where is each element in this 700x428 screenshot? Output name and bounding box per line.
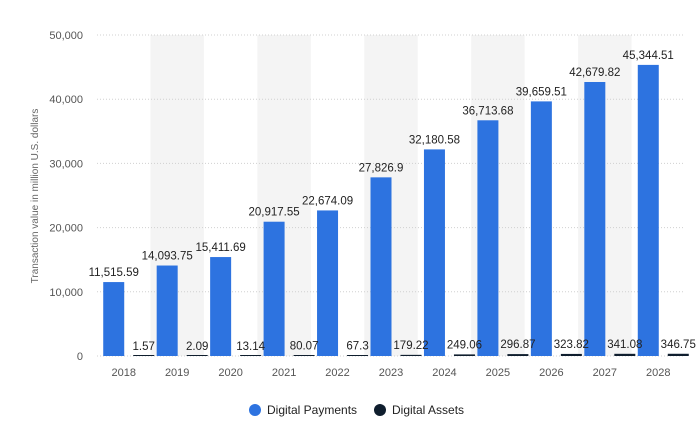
x-tick-label-2019: 2019 [165,367,189,379]
y-axis-title: Transaction value in million U.S. dollar… [30,109,41,284]
data-label-digital-payments-2023: 27,826.9 [359,162,404,174]
data-label-digital-assets-2027: 341.08 [607,339,642,351]
bar-digital-assets-2021 [293,355,315,356]
bar-digital-assets-2018 [133,355,155,356]
x-tick-label-2021: 2021 [272,367,296,379]
data-label-digital-payments-2028: 45,344.51 [623,50,674,62]
x-tick-label-2018: 2018 [111,367,135,379]
x-tick-label-2026: 2026 [539,367,563,379]
data-label-digital-payments-2022: 22,674.09 [302,195,353,207]
x-tick-label-2024: 2024 [432,367,456,379]
bar-digital-payments-2018 [103,282,125,356]
y-tick-label-20000: 20,000 [49,223,83,235]
bar-digital-payments-2022 [317,210,339,356]
data-label-digital-payments-2020: 15,411.69 [195,242,245,254]
data-label-digital-payments-2024: 32,180.58 [409,134,460,146]
bar-digital-payments-2019 [156,265,178,356]
x-tick-label-2023: 2023 [379,367,403,379]
data-label-digital-assets-2025: 296.87 [500,339,535,351]
data-labels: 11,515.59 1.57 14,093.75 2.09 15,411.69 13.14… [89,50,696,353]
bar-digital-payments-2021 [263,221,285,356]
bar-digital-assets-2022 [347,355,369,356]
bar-digital-assets-2027 [614,353,636,356]
data-label-digital-payments-2026: 39,659.51 [516,86,567,98]
y-tick-label-0: 0 [77,351,83,363]
x-axis-ticks: 2018 2019 2020 2021 2022 2023 2024 2025 2026 2027… [111,367,670,379]
data-label-digital-payments-2019: 14,093.75 [142,251,193,263]
bar-digital-assets-2028 [667,353,689,356]
legend-marker-digital-assets [374,404,386,416]
data-label-digital-assets-2019: 2.09 [186,341,208,353]
x-tick-label-2022: 2022 [325,367,349,379]
data-label-digital-payments-2018: 11,515.59 [89,267,139,279]
data-label-digital-payments-2027: 42,679.82 [569,67,620,79]
data-label-digital-assets-2021: 80.07 [290,340,319,352]
x-tick-label-2025: 2025 [486,367,510,379]
bar-digital-payments-2028 [637,64,659,356]
legend-label-digital-payments: Digital Payments [267,403,357,417]
bar-digital-assets-2025 [507,354,529,356]
bar-digital-assets-2023 [400,354,422,356]
x-tick-label-2028: 2028 [646,367,670,379]
bar-digital-payments-2020 [210,257,232,356]
y-tick-label-40000: 40,000 [49,94,83,106]
bar-digital-payments-2024 [423,149,445,356]
legend: Digital Payments Digital Assets [249,403,464,417]
data-label-digital-assets-2026: 323.82 [554,339,589,351]
bar-digital-payments-2026 [530,101,552,356]
y-tick-label-30000: 30,000 [49,158,83,170]
data-label-digital-assets-2020: 13.14 [236,341,265,353]
data-label-digital-assets-2024: 249.06 [447,339,482,351]
bar-digital-payments-2025 [477,120,499,356]
bar-digital-assets-2020 [240,355,262,356]
y-tick-label-10000: 10,000 [49,287,83,299]
x-tick-label-2027: 2027 [593,367,617,379]
y-tick-label-50000: 50,000 [49,30,83,42]
y-axis-ticks: 0 10,000 20,000 30,000 40,000 50,000 [49,30,83,363]
data-label-digital-payments-2021: 20,917.55 [249,207,300,219]
legend-label-digital-assets: Digital Assets [392,403,464,417]
bar-digital-payments-2023 [370,177,392,356]
data-label-digital-assets-2028: 346.75 [661,339,696,351]
bar-digital-assets-2024 [453,354,475,356]
bars [103,64,689,357]
x-tick-label-2020: 2020 [218,367,242,379]
data-label-digital-assets-2018: 1.57 [133,341,155,353]
data-label-digital-assets-2023: 179.22 [393,340,428,352]
bar-digital-assets-2026 [560,353,582,356]
legend-marker-digital-payments [249,404,261,416]
bar-digital-payments-2027 [584,81,606,357]
data-label-digital-payments-2025: 36,713.68 [462,105,513,117]
data-label-digital-assets-2022: 67.3 [346,341,368,353]
bar-digital-assets-2019 [186,355,208,356]
